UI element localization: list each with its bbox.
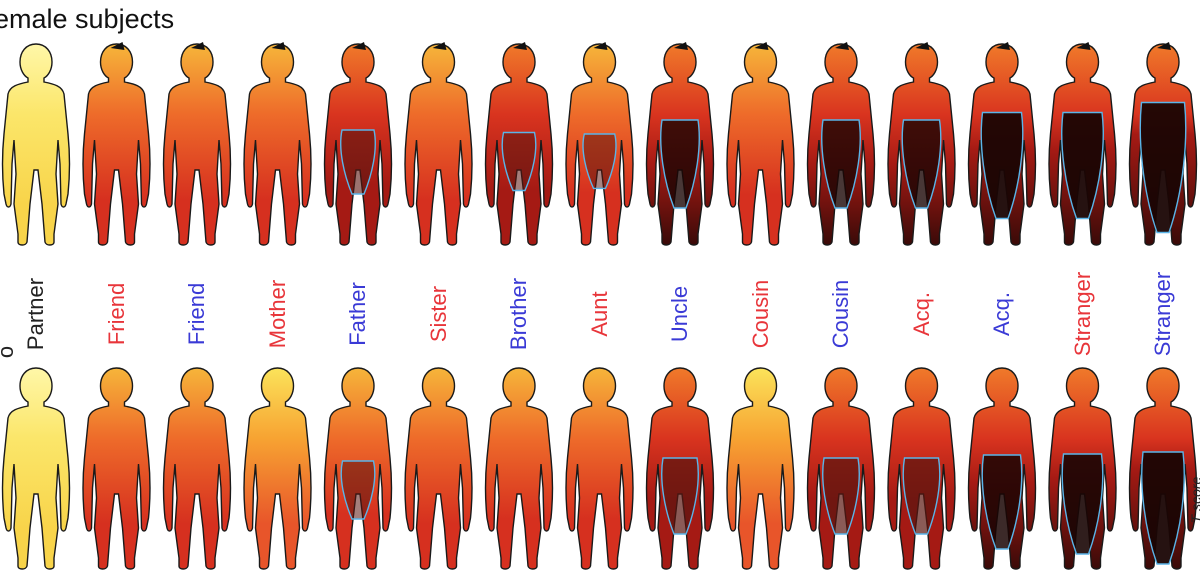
outline-region-bottom-13 <box>1061 453 1104 555</box>
head-marker-2 <box>191 42 205 50</box>
head-marker-5 <box>432 42 447 50</box>
head-marker-10 <box>835 42 849 50</box>
body-map-top-9 <box>726 42 795 246</box>
relation-label-7: Aunt <box>586 291 612 337</box>
relation-label-8: Uncle <box>667 285 692 343</box>
body-map-bottom-9 <box>726 367 795 570</box>
body-map-bottom-4 <box>323 367 393 570</box>
body-map-bottom-3 <box>243 367 312 570</box>
head-marker-4 <box>352 42 366 50</box>
relation-label-6: Brother <box>506 277 531 351</box>
body-map-top-7 <box>565 42 634 246</box>
head-marker-9 <box>754 42 769 50</box>
head-marker-12 <box>996 42 1010 50</box>
outline-region-top-14 <box>1139 101 1187 234</box>
body-map-bottom-13 <box>1048 367 1117 570</box>
body-map-bottom-2 <box>162 367 232 570</box>
body-map-top-14 <box>1128 42 1198 246</box>
body-map-top-6 <box>484 42 554 246</box>
relation-label-2: Friend <box>184 282 209 346</box>
body-map-top-8 <box>645 42 715 246</box>
outline-region-top-8 <box>660 119 700 209</box>
body-map-bottom-5 <box>404 367 473 570</box>
body-map-top-3 <box>243 42 312 246</box>
outline-region-bottom-12 <box>981 454 1023 550</box>
head-marker-6 <box>513 42 527 50</box>
outline-region-top-6 <box>501 131 537 192</box>
relation-label-0: Partner <box>23 277 48 351</box>
head-marker-3 <box>271 42 286 50</box>
body-map-bottom-0 <box>1 367 71 570</box>
head-marker-7 <box>593 42 608 50</box>
relation-label-9: Cousin <box>747 279 773 349</box>
relation-label-10: Cousin <box>828 279 853 349</box>
outline-region-bottom-11 <box>902 457 941 535</box>
body-map-top-10 <box>806 42 876 246</box>
head-marker-8 <box>674 42 688 50</box>
body-map-top-13 <box>1048 42 1117 246</box>
body-map-bottom-10 <box>806 367 876 570</box>
head-marker-1 <box>110 42 125 50</box>
relation-label-14: Stranger <box>1150 271 1175 357</box>
outline-region-bottom-4 <box>340 460 376 520</box>
head-marker-13 <box>1076 42 1091 50</box>
outline-region-top-10 <box>821 119 861 209</box>
partial-cut-label: o <box>0 346 19 358</box>
relation-label-13: Stranger <box>1069 271 1095 357</box>
relation-label-12: Acq. <box>989 291 1014 337</box>
outline-region-bottom-10 <box>822 457 860 535</box>
body-map-bottom-12 <box>967 367 1037 570</box>
relation-label-4: Father <box>345 282 370 346</box>
outline-region-top-12 <box>980 111 1024 220</box>
body-map-bottom-1 <box>82 367 151 570</box>
body-map-bottom-11 <box>887 367 956 570</box>
body-map-top-1 <box>82 42 151 246</box>
outline-region-bottom-8 <box>661 457 699 535</box>
relation-label-5: Sister <box>425 285 451 343</box>
relation-label-1: Friend <box>103 282 129 346</box>
body-map-top-11 <box>887 42 956 246</box>
head-marker-11 <box>915 42 930 50</box>
body-map-bottom-14 <box>1128 367 1198 570</box>
body-map-top-12 <box>967 42 1037 246</box>
outline-region-top-11 <box>901 119 942 209</box>
body-map-bottom-8 <box>645 367 715 570</box>
outline-region-top-7 <box>582 133 617 190</box>
body-map-bottom-6 <box>484 367 554 570</box>
body-map-top-4 <box>323 42 393 246</box>
relation-label-3: Mother <box>264 279 290 349</box>
body-map-bottom-7 <box>565 367 634 570</box>
colorbar-label: T score <box>1188 476 1200 524</box>
body-map-top-0 <box>1 43 71 246</box>
body-map-top-2 <box>162 42 232 246</box>
head-marker-14 <box>1157 42 1171 50</box>
relation-label-11: Acq. <box>908 291 934 337</box>
body-map-top-5 <box>404 42 473 246</box>
figure-title: emale subjects <box>0 4 175 34</box>
outline-region-top-13 <box>1061 111 1104 220</box>
outline-region-bottom-14 <box>1141 451 1185 565</box>
outline-region-top-4 <box>340 129 376 195</box>
